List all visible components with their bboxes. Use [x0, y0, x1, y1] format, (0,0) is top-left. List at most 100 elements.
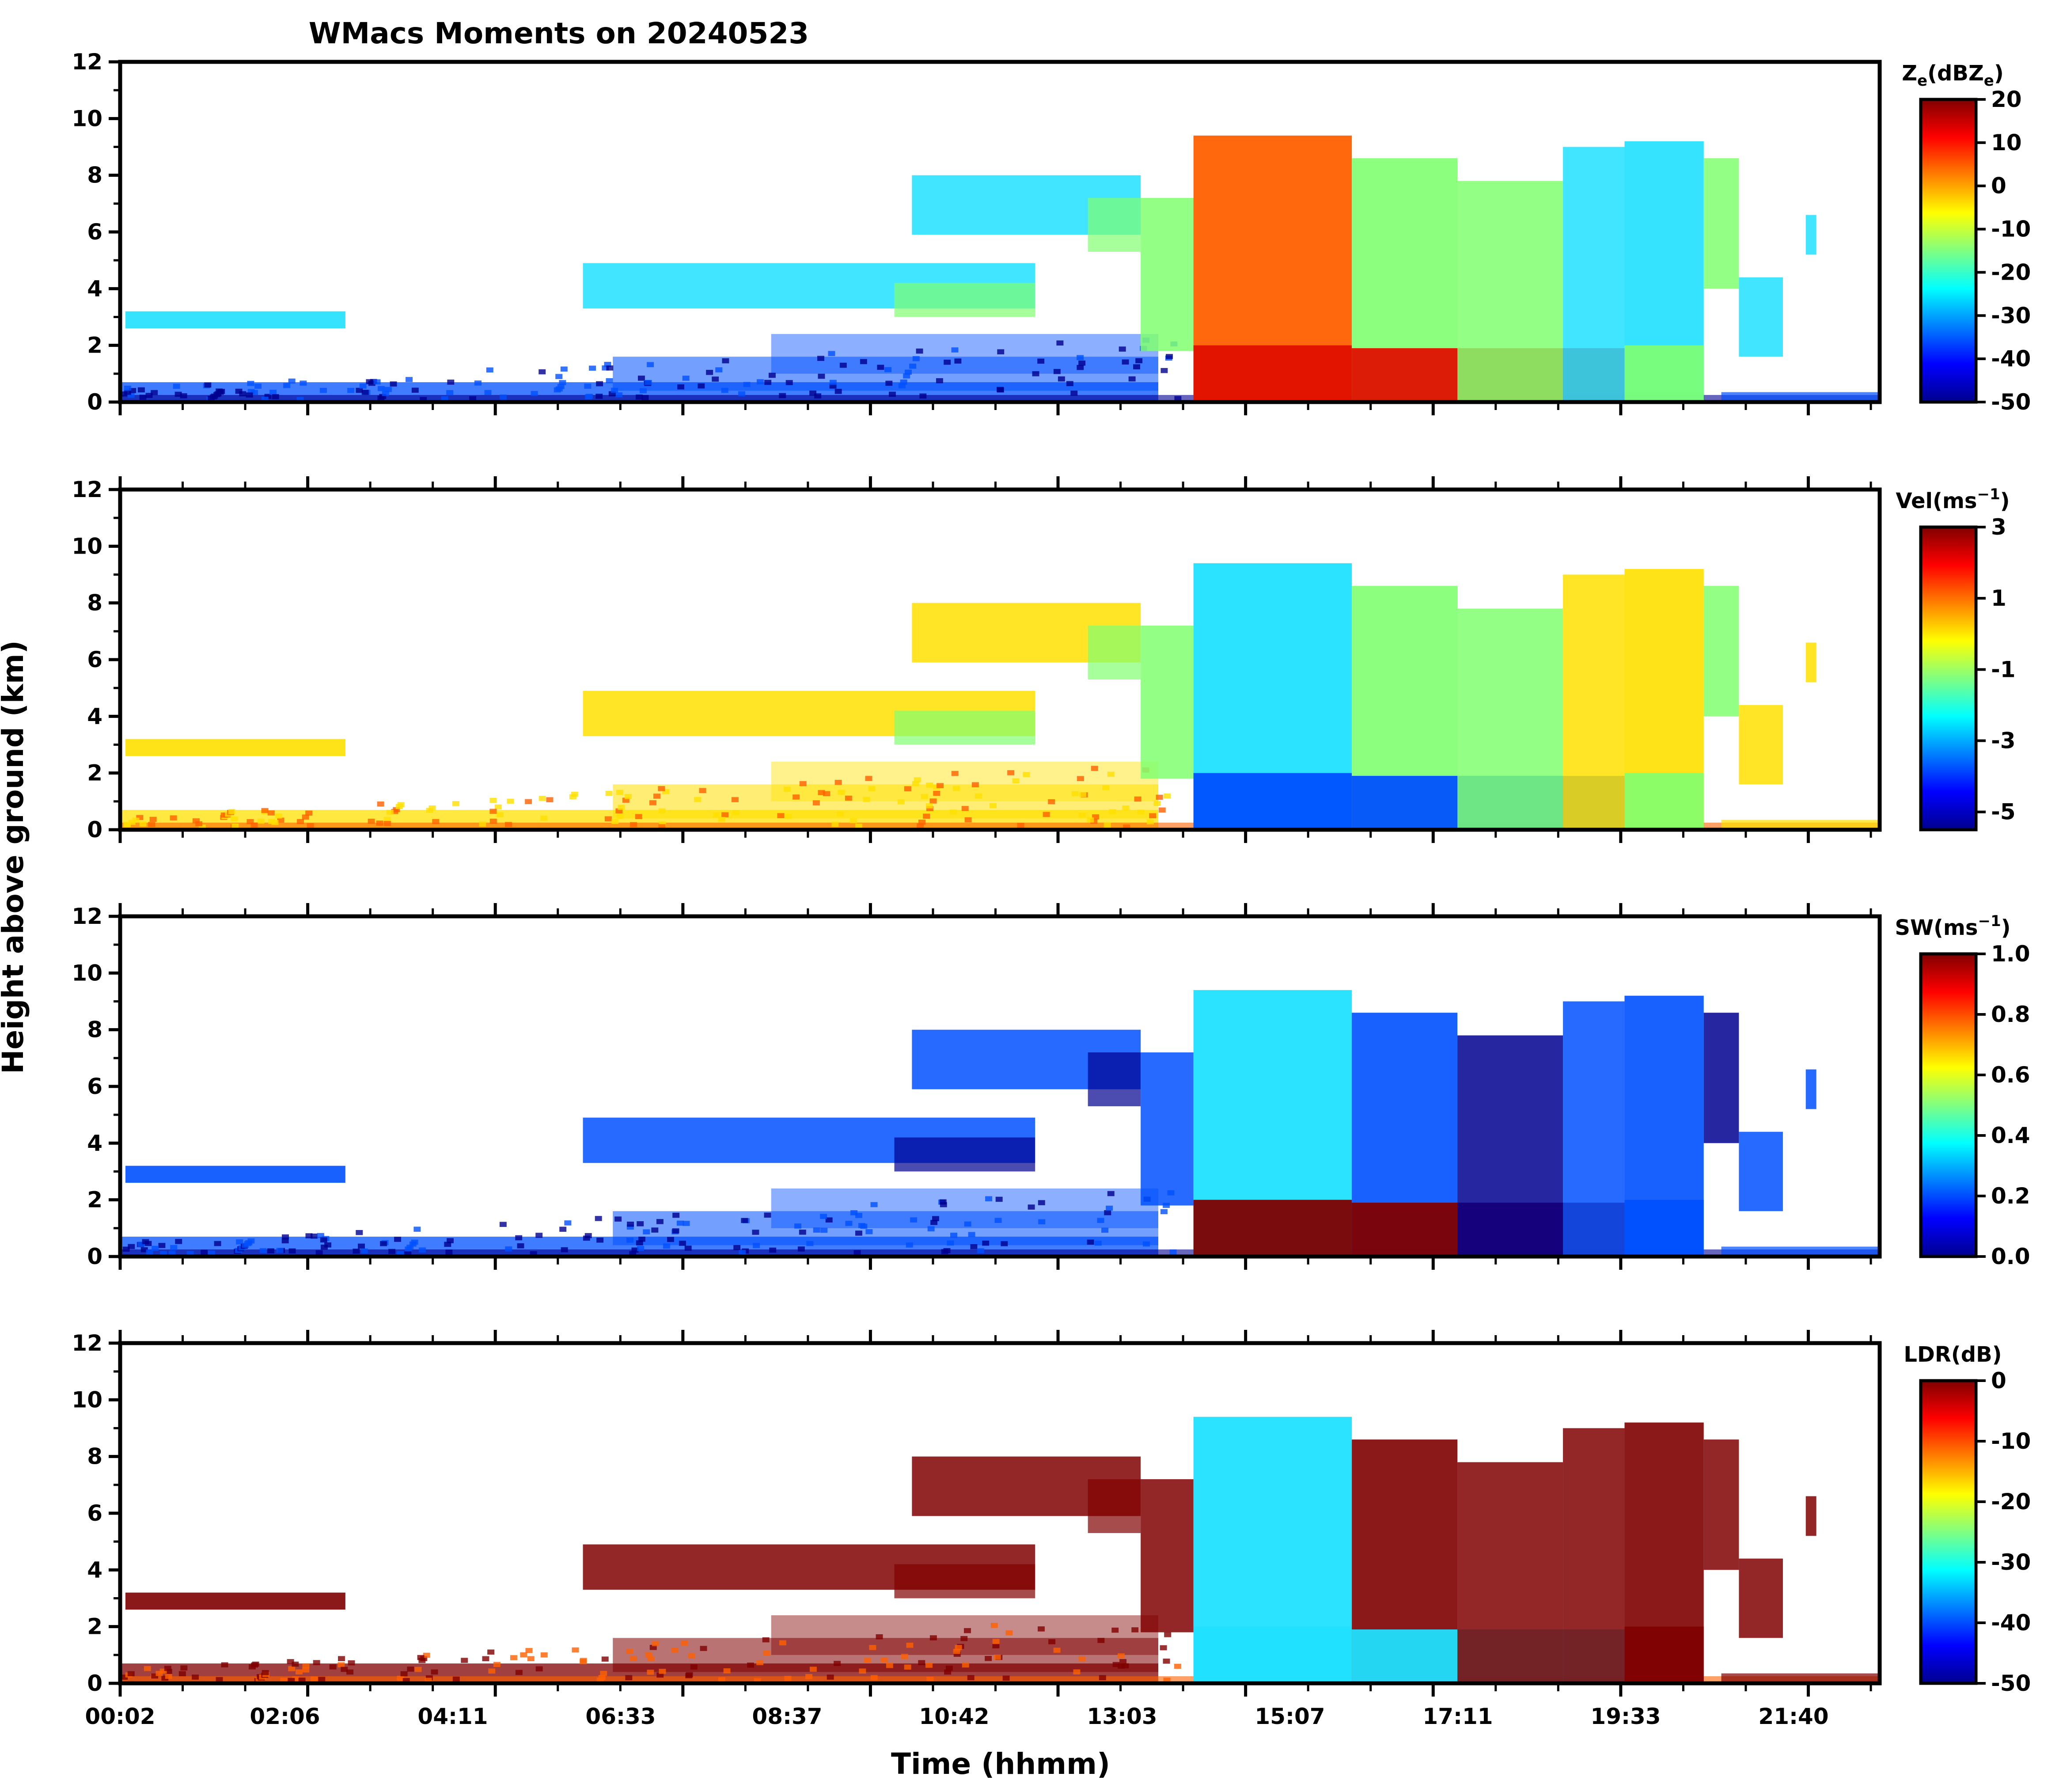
anvil-lower — [1624, 1200, 1704, 1257]
speckle — [845, 1221, 853, 1226]
speckle — [146, 1249, 153, 1255]
speckle — [616, 814, 624, 819]
speckle — [679, 1241, 686, 1246]
speckle — [1066, 381, 1073, 387]
x-tick-label: 19:33 — [1590, 1704, 1661, 1729]
speckle — [953, 1648, 960, 1654]
speckle — [239, 391, 246, 397]
storm-streaks — [1563, 574, 1625, 830]
speckle — [635, 814, 642, 820]
speckle — [418, 1247, 426, 1253]
speckle — [531, 391, 538, 396]
speckle — [1038, 1626, 1045, 1632]
speckle — [823, 791, 831, 797]
speckle — [630, 1656, 637, 1661]
speckle — [144, 1666, 151, 1671]
speckle — [624, 794, 632, 799]
y-tick-label: 0 — [87, 389, 102, 415]
speckle — [764, 1212, 771, 1218]
colorbar-tick-label: -30 — [1991, 1549, 2031, 1575]
speckle — [1012, 778, 1020, 784]
speckle — [738, 391, 745, 397]
speckle — [997, 349, 1005, 355]
speckle — [338, 1656, 345, 1661]
speckle — [994, 1218, 1002, 1223]
storm-lower — [1193, 1626, 1352, 1683]
speckle — [262, 1670, 269, 1675]
speckle — [482, 1656, 489, 1662]
speckle — [925, 803, 933, 809]
speckle — [699, 788, 706, 793]
cloud-layer-early — [125, 1592, 345, 1610]
speckle — [1123, 824, 1130, 830]
speckle — [950, 1233, 957, 1238]
speckle — [397, 1251, 404, 1256]
speckle — [918, 820, 925, 825]
y-tick-label: 8 — [87, 590, 102, 616]
speckle — [640, 388, 647, 394]
speckle — [425, 1678, 432, 1683]
speckle — [779, 393, 786, 399]
storm-streaks — [1457, 181, 1563, 402]
speckle — [1119, 1659, 1127, 1664]
speckle — [753, 1243, 760, 1248]
colorbar-title: SW(ms−1) — [1895, 912, 2010, 940]
anvil — [1703, 1439, 1739, 1570]
speckle — [970, 1244, 978, 1249]
speckle — [292, 1661, 299, 1667]
speckle — [905, 369, 912, 375]
convective-edge — [1141, 1479, 1194, 1633]
y-tick-label: 4 — [87, 1557, 102, 1583]
y-tick-label: 0 — [87, 817, 102, 843]
speckle — [752, 1230, 759, 1235]
speckle — [897, 799, 905, 805]
cloud-layer-early — [125, 739, 345, 756]
speckle — [992, 1639, 1000, 1644]
y-tick-label: 6 — [87, 1074, 102, 1099]
boundary-layer-echo — [771, 334, 1158, 374]
speckle — [762, 1637, 770, 1643]
speckle — [629, 1251, 637, 1257]
speckle — [929, 1635, 937, 1640]
speckle — [817, 356, 824, 361]
speckle — [877, 364, 884, 370]
speckle — [834, 780, 842, 785]
speckle — [677, 384, 685, 390]
speckle — [165, 1674, 172, 1679]
speckle — [967, 1675, 975, 1680]
panel-spectrum-width — [120, 990, 1880, 1257]
speckle — [764, 380, 772, 385]
speckle — [186, 1251, 194, 1257]
y-tick-label: 10 — [72, 533, 102, 559]
speckle — [929, 798, 937, 804]
speckle — [626, 1238, 633, 1243]
speckle — [447, 380, 455, 385]
speckle — [276, 1248, 284, 1253]
speckle — [721, 387, 728, 393]
upper-cloud-layer — [1088, 1052, 1141, 1106]
speckle — [604, 816, 612, 822]
speckle — [964, 1221, 971, 1227]
speckle — [1128, 376, 1136, 382]
speckle — [520, 1652, 527, 1658]
speckle — [149, 816, 157, 822]
speckle — [559, 1226, 567, 1232]
speckle — [127, 392, 135, 398]
speckle — [411, 1239, 418, 1245]
speckle — [386, 809, 394, 815]
speckle — [302, 1663, 310, 1669]
colorbar-tick-label: 10 — [1991, 130, 2022, 156]
speckle — [880, 1657, 888, 1663]
speckle — [1163, 1659, 1170, 1664]
speckle — [288, 1678, 295, 1683]
y-tick-label: 0 — [87, 1671, 102, 1696]
speckle — [937, 783, 944, 788]
speckle — [1143, 1241, 1150, 1247]
speckle — [933, 790, 940, 796]
speckle — [300, 380, 307, 386]
speckle — [383, 816, 391, 822]
speckle — [1058, 376, 1065, 382]
y-tick-label: 8 — [87, 163, 102, 188]
speckle — [649, 800, 656, 805]
speckle — [1094, 1240, 1102, 1246]
